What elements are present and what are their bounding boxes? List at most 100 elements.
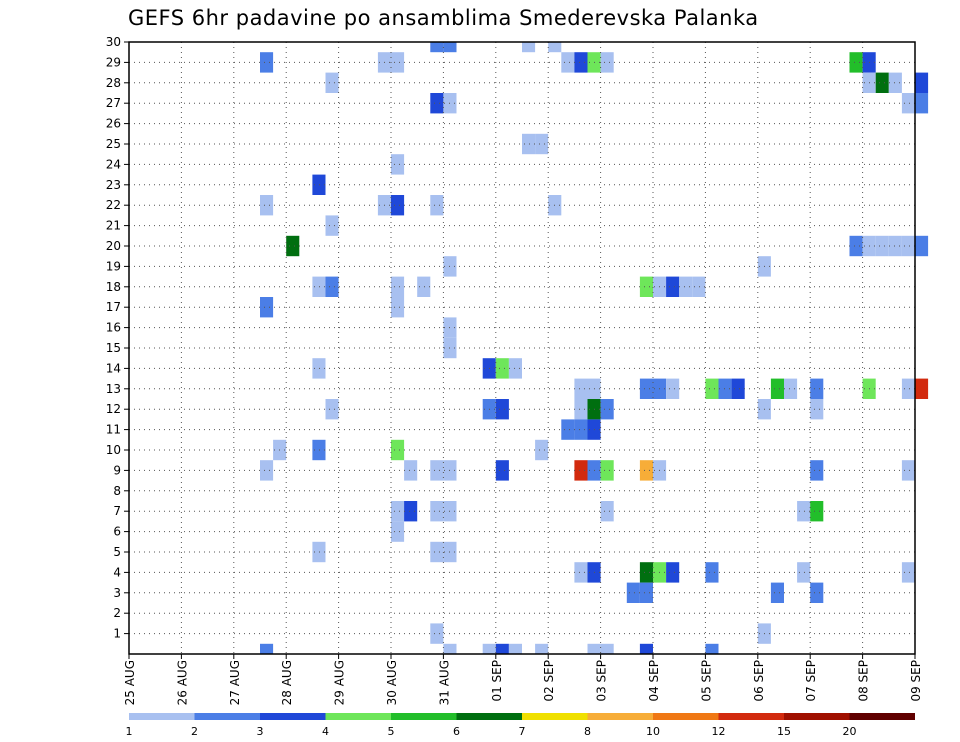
legend-swatch bbox=[260, 713, 326, 720]
legend-label: 6 bbox=[453, 725, 460, 738]
heatmap-cell bbox=[679, 276, 693, 297]
heatmap-cell bbox=[312, 541, 326, 563]
grid-layer bbox=[129, 42, 915, 654]
y-tick-label: 7 bbox=[113, 504, 121, 518]
x-tick-label: 28 AUG bbox=[280, 660, 294, 705]
heatmap-cell bbox=[312, 358, 326, 379]
x-tick-label: 30 AUG bbox=[385, 660, 399, 705]
heatmap-cell bbox=[430, 195, 444, 216]
legend-label: 1 bbox=[126, 725, 133, 738]
x-tick-label: 29 AUG bbox=[333, 660, 347, 705]
heatmap-cell bbox=[522, 133, 536, 155]
heatmap-cell bbox=[482, 643, 496, 654]
heatmap-cell bbox=[666, 378, 680, 399]
x-tick-label: 06 SEP bbox=[752, 660, 766, 702]
heatmap-cell bbox=[535, 439, 549, 461]
y-tick-label: 1 bbox=[113, 627, 121, 641]
heatmap-cell bbox=[548, 42, 562, 53]
heatmap-cell bbox=[260, 195, 274, 216]
heatmap-cell bbox=[574, 460, 588, 481]
heatmap-cell bbox=[666, 276, 680, 297]
chart-title: GEFS 6hr padavine po ansamblima Smederev… bbox=[128, 6, 759, 30]
heatmap-cell bbox=[495, 358, 509, 379]
y-tick-label: 21 bbox=[106, 219, 121, 233]
heatmap-cell bbox=[901, 235, 915, 257]
y-tick-label: 11 bbox=[106, 423, 121, 437]
cells-layer bbox=[260, 42, 929, 654]
heatmap-cell bbox=[770, 378, 784, 399]
x-tick-label: 26 AUG bbox=[175, 660, 189, 705]
heatmap-cell bbox=[286, 235, 300, 257]
heatmap-cell bbox=[915, 93, 929, 114]
legend-swatch bbox=[587, 713, 653, 720]
y-tick-label: 23 bbox=[106, 178, 121, 192]
y-tick-label: 14 bbox=[106, 361, 121, 375]
heatmap-cell bbox=[325, 72, 339, 93]
heatmap-cell bbox=[574, 562, 588, 583]
heatmap-cell bbox=[574, 378, 588, 399]
y-tick-label: 19 bbox=[106, 259, 121, 273]
heatmap-cell bbox=[430, 623, 444, 644]
legend-label: 20 bbox=[843, 725, 857, 738]
x-tick-label: 07 SEP bbox=[804, 660, 818, 702]
heatmap-cell bbox=[325, 215, 339, 236]
color-legend: 1 2 3 4 5 6 7 8 10 12 15 20 bbox=[126, 713, 915, 738]
heatmap-cell bbox=[915, 378, 929, 399]
heatmap-cell bbox=[875, 72, 889, 93]
y-tick-label: 18 bbox=[106, 280, 121, 294]
heatmap-cell bbox=[391, 276, 405, 297]
legend-swatch bbox=[522, 713, 588, 720]
heatmap-cell bbox=[639, 276, 653, 297]
y-tick-label: 17 bbox=[106, 300, 121, 314]
y-tick-label: 10 bbox=[106, 443, 121, 457]
x-tick-label: 09 SEP bbox=[909, 660, 923, 702]
legend-label: 8 bbox=[584, 725, 591, 738]
heatmap-cell bbox=[508, 643, 522, 654]
y-tick-label: 24 bbox=[106, 157, 121, 171]
heatmap-cell bbox=[626, 582, 640, 603]
heatmap-cell bbox=[705, 643, 719, 654]
heatmap-cell bbox=[888, 235, 902, 257]
heatmap-cell bbox=[391, 297, 405, 318]
x-tick-label: 03 SEP bbox=[595, 660, 609, 702]
y-tick-label: 28 bbox=[106, 76, 121, 90]
heatmap-cell bbox=[797, 562, 811, 583]
y-tick-label: 22 bbox=[106, 198, 121, 212]
heatmap-cell bbox=[260, 460, 274, 481]
heatmap-cell bbox=[312, 439, 326, 461]
x-tick-label: 04 SEP bbox=[647, 660, 661, 702]
heatmap-cell bbox=[574, 52, 588, 73]
heatmap-cell bbox=[574, 419, 588, 440]
heatmap-cell bbox=[430, 42, 444, 53]
heatmap-cell bbox=[600, 399, 614, 420]
heatmap-cell bbox=[666, 562, 680, 583]
heatmap-cell bbox=[810, 378, 824, 399]
heatmap-cell bbox=[901, 378, 915, 399]
y-tick-label: 13 bbox=[106, 382, 121, 396]
heatmap-cell bbox=[600, 460, 614, 481]
y-tick-label: 16 bbox=[106, 321, 121, 335]
heatmap-cell bbox=[849, 52, 863, 73]
heatmap-cell bbox=[888, 72, 902, 93]
y-tick-label: 15 bbox=[106, 341, 121, 355]
heatmap-cell bbox=[810, 501, 824, 522]
heatmap-cell bbox=[639, 562, 653, 583]
heatmap-cell bbox=[784, 378, 798, 399]
heatmap-cell bbox=[901, 93, 915, 114]
heatmap-cell bbox=[260, 297, 274, 318]
legend-label: 5 bbox=[388, 725, 395, 738]
heatmap-cell bbox=[574, 399, 588, 420]
heatmap-cell bbox=[495, 399, 509, 420]
heatmap-cell bbox=[770, 582, 784, 603]
y-tick-label: 29 bbox=[106, 55, 121, 69]
x-tick-label: 31 AUG bbox=[437, 660, 451, 705]
heatmap-cell bbox=[901, 460, 915, 481]
heatmap-cell bbox=[718, 378, 732, 399]
heatmap-cell bbox=[915, 235, 929, 257]
heatmap-cell bbox=[495, 460, 509, 481]
plot-frame bbox=[128, 41, 916, 655]
heatmap-cell bbox=[535, 133, 549, 155]
legend-label: 2 bbox=[191, 725, 198, 738]
heatmap-cell bbox=[391, 52, 405, 73]
x-tick-label: 08 SEP bbox=[857, 660, 871, 702]
